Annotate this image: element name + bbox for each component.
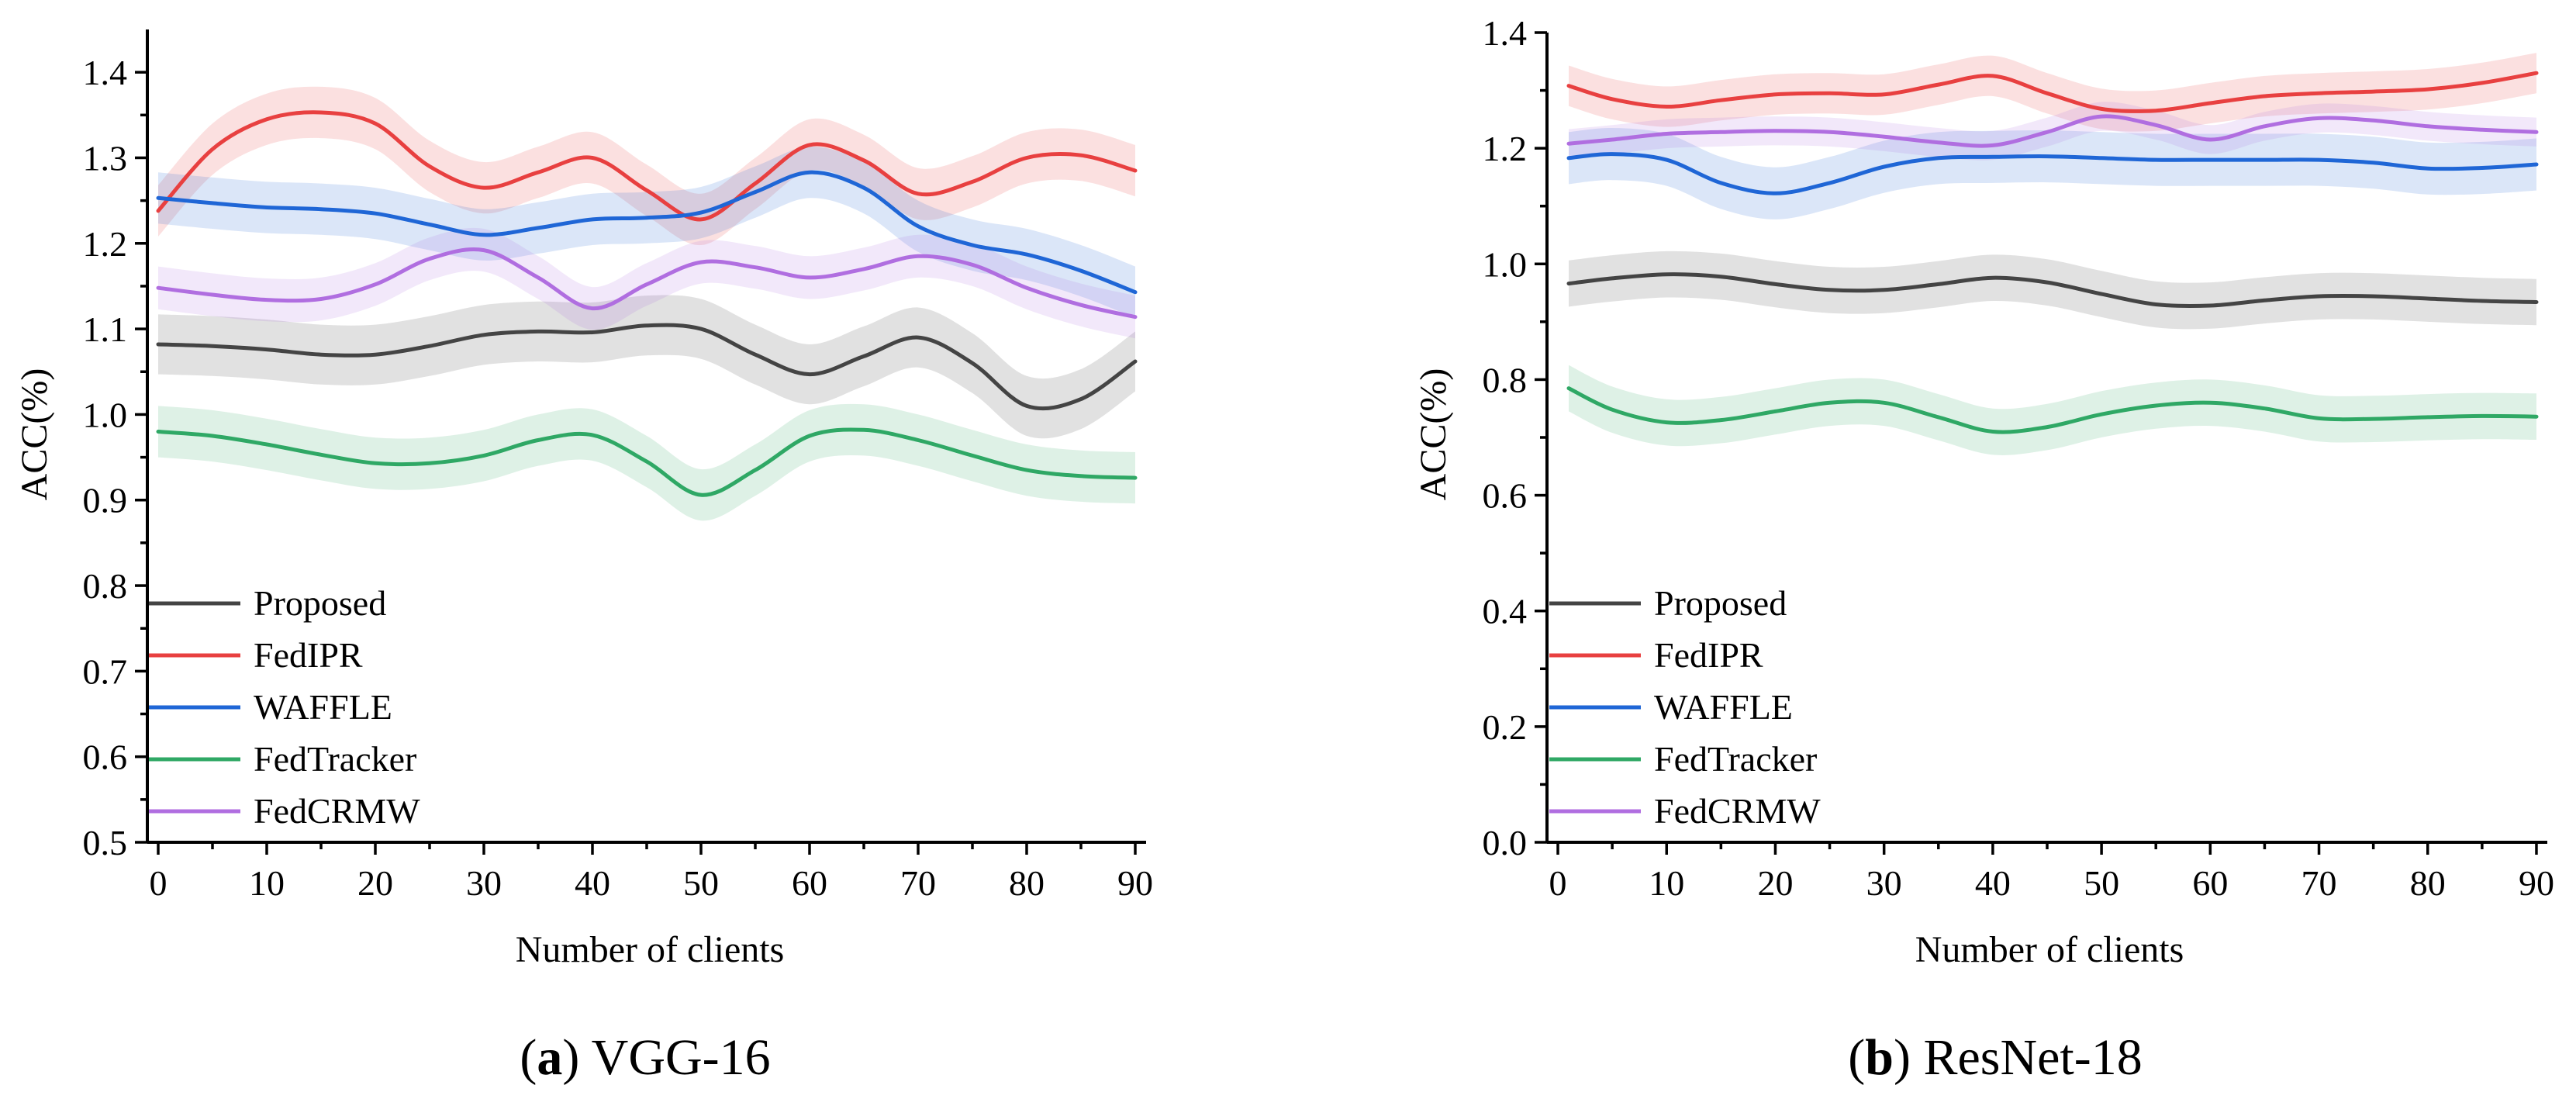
- y-tick-label: 0.6: [83, 738, 128, 777]
- caption-paren-close: ): [1894, 1029, 1923, 1086]
- x-tick-label: 50: [683, 863, 719, 903]
- legend: Proposed FedIPR WAFFLE FedTracker FedCRMW: [1549, 583, 1821, 831]
- x-tick-label: 90: [2519, 863, 2554, 903]
- y-tick-label: 1.2: [1483, 129, 1528, 168]
- x-tick-label: 20: [357, 863, 393, 903]
- y-tick-label: 0.6: [1483, 476, 1528, 516]
- band-fedipr: [1569, 53, 2536, 132]
- caption-letter: b: [1865, 1029, 1894, 1086]
- x-tick-label: 70: [2301, 863, 2337, 903]
- caption-text: VGG-16: [592, 1029, 771, 1086]
- x-tick-label: 20: [1757, 863, 1793, 903]
- y-tick-label: 1.1: [83, 309, 128, 349]
- band-waffle: [158, 147, 1135, 318]
- y-tick-label: 1.4: [1483, 13, 1528, 53]
- panel-caption: (a) VGG-16: [520, 1029, 770, 1086]
- series-line-proposed: [156, 323, 1138, 411]
- caption-letter: a: [537, 1029, 562, 1086]
- y-tick-label: 0.8: [83, 566, 128, 606]
- legend-label-waffle: WAFFLE: [1654, 687, 1793, 727]
- legend-label-fedipr: FedIPR: [254, 635, 363, 675]
- band-proposed: [158, 295, 1135, 439]
- x-tick-label: 10: [1649, 863, 1684, 903]
- x-tick-label: 30: [466, 863, 502, 903]
- y-tick-label: 1.3: [83, 138, 128, 178]
- series-line-waffle: [1566, 152, 2539, 195]
- series-line-fedipr: [156, 110, 1138, 222]
- legend: Proposed FedIPR WAFFLE FedTracker FedCRMW: [149, 583, 420, 831]
- y-tick-label: 0.2: [1483, 707, 1528, 747]
- x-tick-label: 70: [900, 863, 936, 903]
- band-proposed: [1569, 251, 2536, 330]
- band-fedipr: [158, 86, 1135, 246]
- x-tick-label: 40: [575, 863, 610, 903]
- band-waffle: [1569, 127, 2536, 219]
- series-line-fedcrmw: [1566, 114, 2539, 148]
- x-tick-label: 80: [1009, 863, 1045, 903]
- y-tick-label: 0.0: [1483, 823, 1528, 862]
- x-axis-title: Number of clients: [1915, 929, 2184, 970]
- panel-b-resnet18: 0.0 0.2 0.4 0.6 0.8 1.0 1.2 1.4 0 10 20 30 40 50 60 70 8…: [1413, 13, 2554, 1086]
- y-tick-label: 1.4: [83, 53, 128, 92]
- x-axis-title: Number of clients: [516, 929, 785, 970]
- x-tick-label: 50: [2084, 863, 2119, 903]
- legend-label-fedtracker: FedTracker: [254, 739, 416, 779]
- panel-caption: (b) ResNet-18: [1848, 1029, 2142, 1086]
- panel-a-vgg16: 0.5 0.6 0.7 0.8 0.9 1.0 1.1 1.2 1.3 1.4 0 10 20 30 40 5…: [14, 29, 1153, 1086]
- legend-label-fedtracker: FedTracker: [1654, 739, 1817, 779]
- y-tick-label: 1.2: [83, 224, 128, 264]
- y-tick-label: 0.5: [83, 823, 128, 862]
- caption-text: ResNet-18: [1923, 1029, 2142, 1086]
- y-tick-label: 1.0: [1483, 244, 1528, 284]
- series-line-proposed: [1566, 272, 2539, 309]
- y-tick-label: 0.9: [83, 481, 128, 520]
- legend-label-proposed: Proposed: [1654, 583, 1787, 623]
- series-line-waffle: [156, 170, 1138, 295]
- legend-label-waffle: WAFFLE: [254, 687, 392, 727]
- y-tick-label: 0.8: [1483, 360, 1528, 399]
- x-tick-label: 90: [1117, 863, 1153, 903]
- x-tick-label: 60: [792, 863, 827, 903]
- x-tick-label: 60: [2192, 863, 2228, 903]
- y-tick-label: 1.0: [83, 395, 128, 434]
- band-fedtracker: [1569, 365, 2536, 455]
- x-tick-label: 10: [249, 863, 285, 903]
- y-tick-label: 0.4: [1483, 592, 1528, 631]
- caption-paren-open: (: [520, 1029, 537, 1086]
- x-tick-label: 0: [150, 863, 167, 903]
- caption-paren-open: (: [1848, 1029, 1865, 1086]
- x-tick-label: 40: [1975, 863, 2011, 903]
- series-line-fedcrmw: [156, 247, 1138, 320]
- series-line-fedtracker: [156, 427, 1138, 497]
- legend-label-fedcrmw: FedCRMW: [254, 791, 420, 831]
- y-axis-title: ACC(%): [14, 368, 55, 501]
- x-tick-label: 0: [1549, 863, 1567, 903]
- legend-label-fedipr: FedIPR: [1654, 635, 1763, 675]
- caption-paren-close: ): [562, 1029, 591, 1086]
- series-line-fedtracker: [1566, 386, 2539, 434]
- x-tick-label: 30: [1866, 863, 1902, 903]
- legend-label-fedcrmw: FedCRMW: [1654, 791, 1821, 831]
- y-axis-title: ACC(%): [1413, 368, 1454, 501]
- series-line-fedipr: [1566, 71, 2539, 113]
- legend-label-proposed: Proposed: [254, 583, 386, 623]
- x-tick-label: 80: [2410, 863, 2446, 903]
- y-tick-label: 0.7: [83, 651, 128, 691]
